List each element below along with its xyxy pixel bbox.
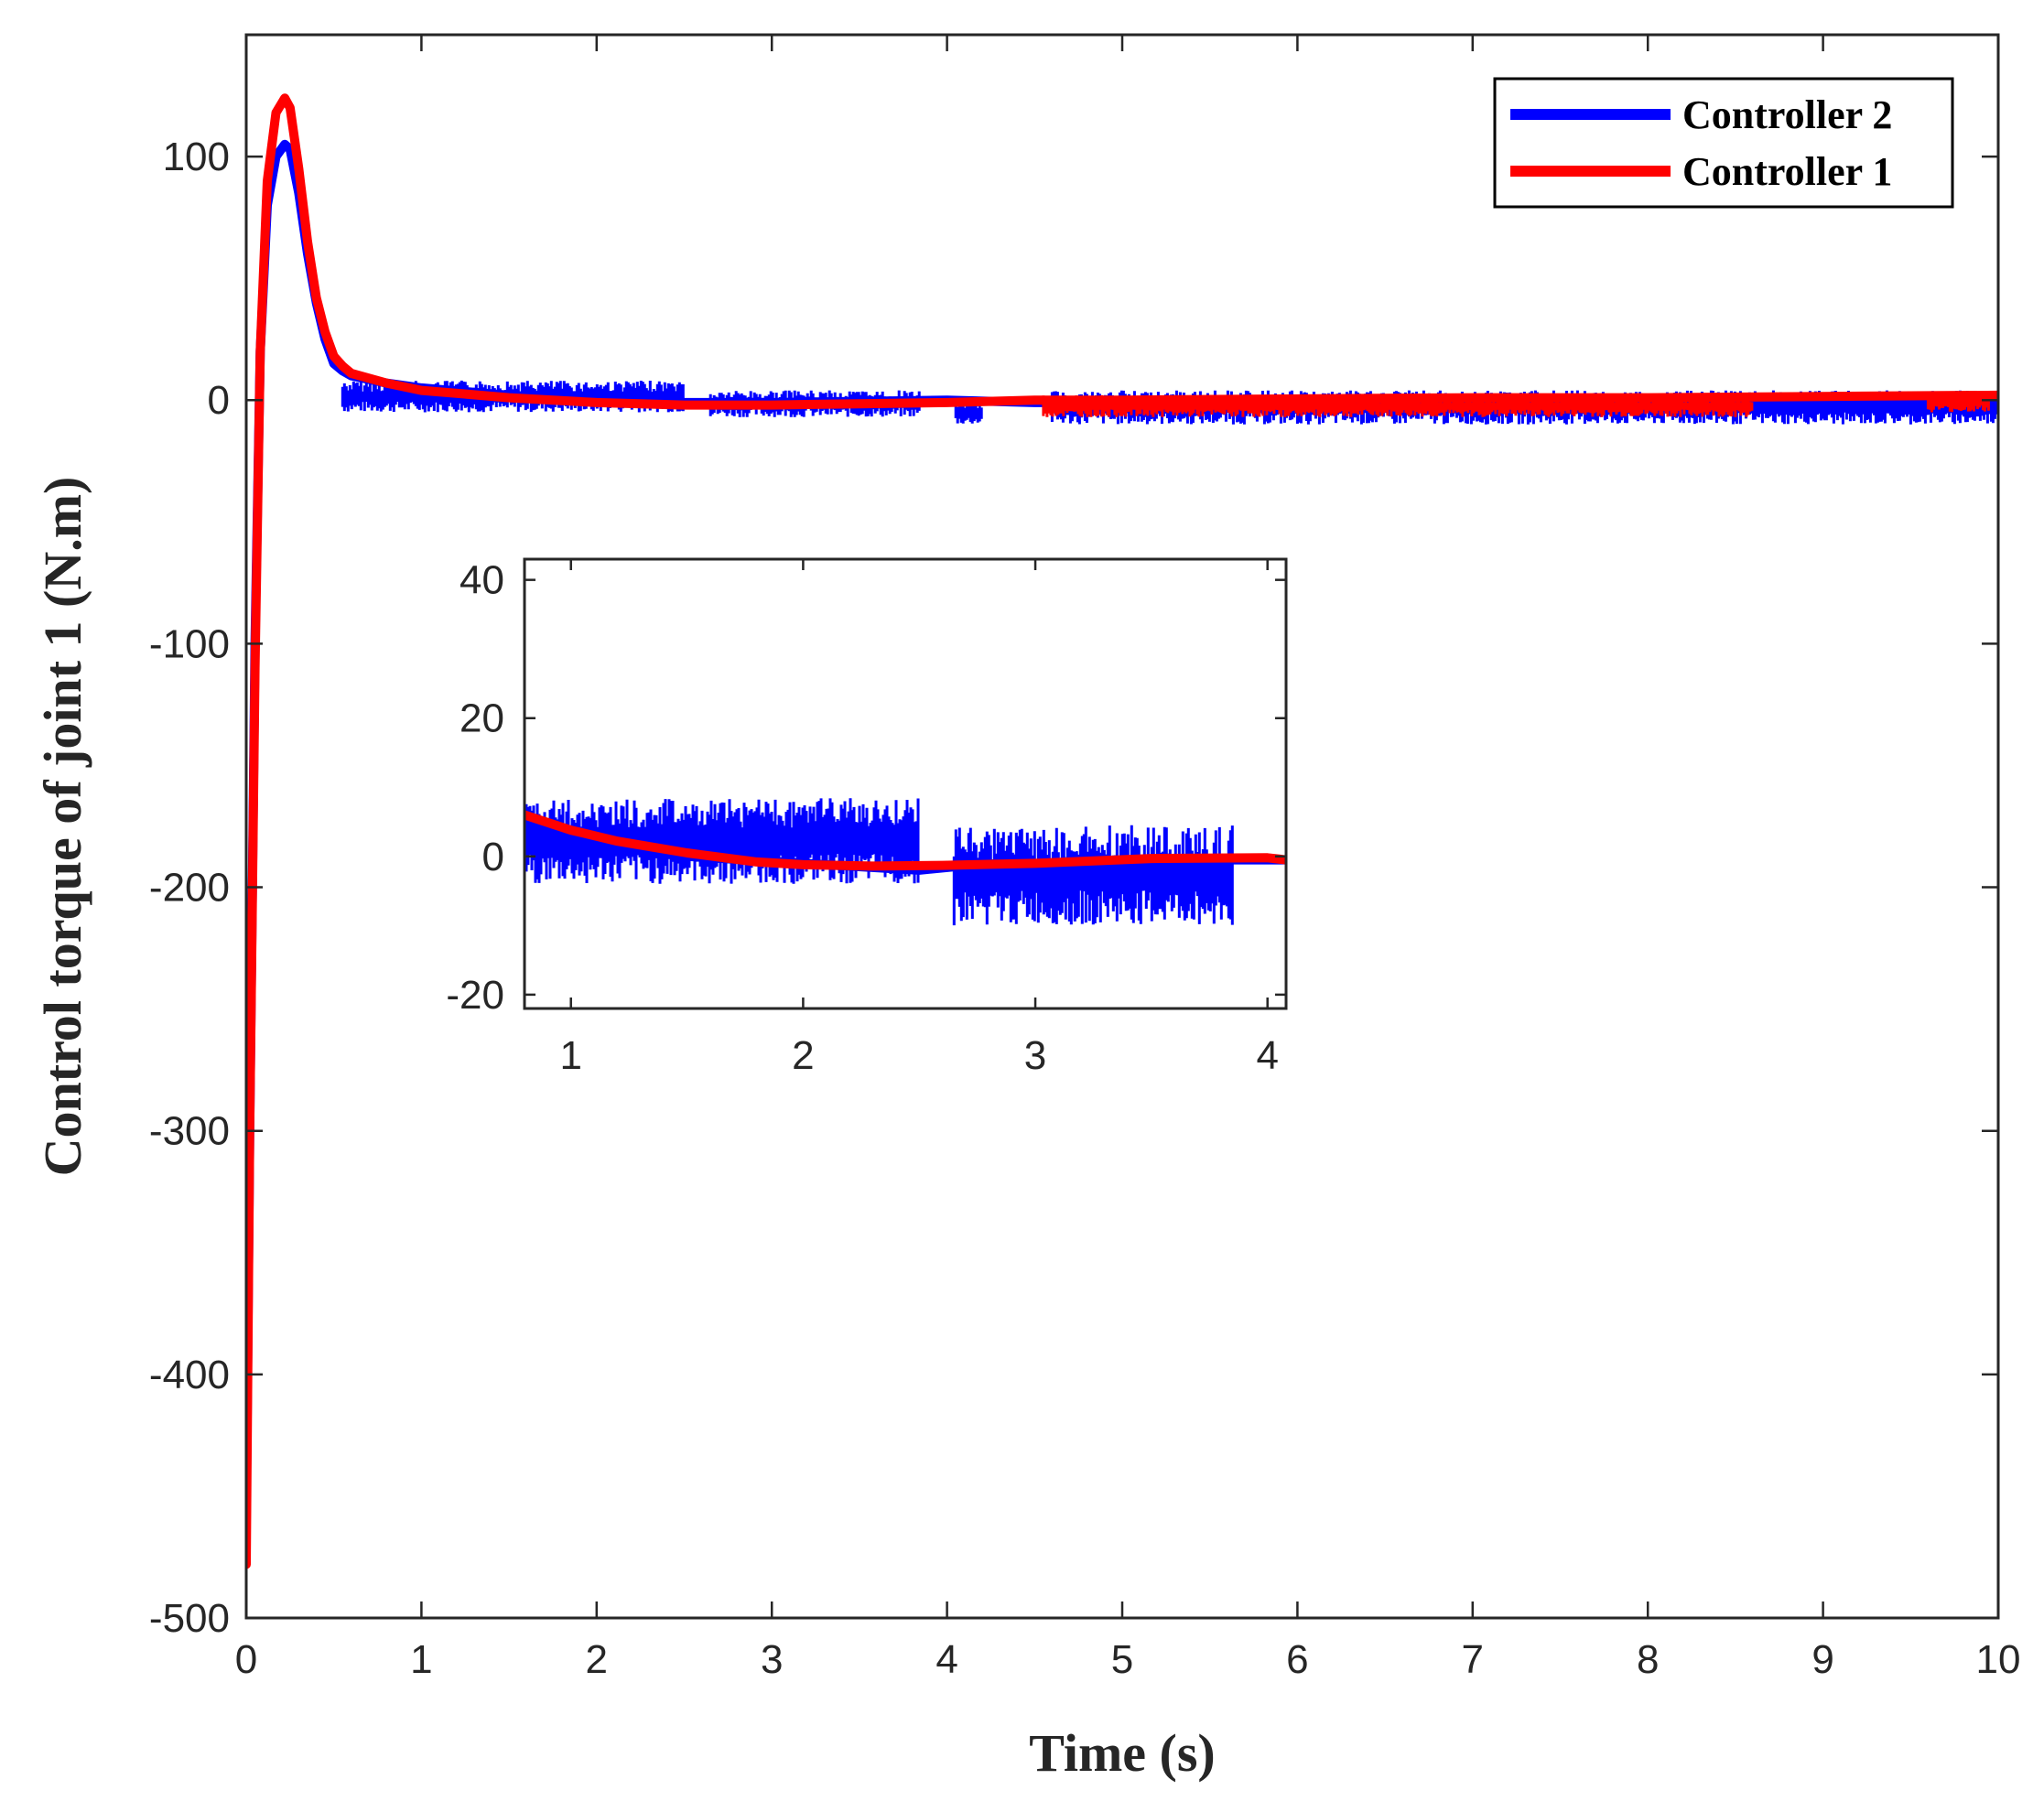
main-line-controller-1 [246,93,1998,1569]
inset-line-controller-1 [525,810,1286,871]
main-xtick-label-4: 4 [935,1637,957,1682]
main-noise-controller-1-1 [1926,393,1990,413]
main-ytick-label-0: 0 [208,378,230,423]
inset-plot-area [525,559,1286,1008]
inset-ytick-label-20: 20 [460,696,504,741]
inset-ytick-label-40: 40 [460,558,504,603]
inset-plot-frame [523,557,1288,1010]
main-xtick-label-2: 2 [586,1637,608,1682]
main-xtick-label-8: 8 [1637,1637,1659,1682]
legend-box [1493,77,1954,209]
main-ytick-label--200: -200 [149,866,230,911]
main-noise-controller-2-2 [954,400,983,424]
main-ytick-label--500: -500 [149,1596,230,1641]
main-xtick-label-0: 0 [235,1637,257,1682]
inset-xtick-label-3: 3 [1024,1033,1046,1078]
main-series-layer [246,93,1998,1569]
inset-plot: 1 2 3 4 -20 0 20 40 [446,557,1288,1078]
main-xtick-label-7: 7 [1462,1637,1484,1682]
main-noise-controller-1-0 [1042,394,1754,417]
inset-tick-layer: 1 2 3 4 -20 0 20 40 [446,558,1286,1078]
main-xtick-label-5: 5 [1111,1637,1133,1682]
main-xtick-label-6: 6 [1286,1637,1308,1682]
main-plot-frame [244,33,2000,1620]
inset-ytick-label-0: 0 [482,835,504,879]
main-xtick-label-3: 3 [761,1637,783,1682]
inset-xtick-label-2: 2 [792,1033,814,1078]
x-axis-title: Time (s) [1029,1723,1216,1783]
main-xtick-label-1: 1 [410,1637,432,1682]
inset-series-layer [525,798,1286,926]
y-axis-title: Control torque of joint 1 (N.m) [33,477,92,1177]
inset-ytick-label--20: -20 [446,973,504,1018]
inset-xtick-label-4: 4 [1256,1033,1278,1078]
legend-label-controller-2: Controller 2 [1682,92,1892,137]
legend-label-controller-1: Controller 1 [1682,149,1892,194]
main-ytick-label--100: -100 [149,621,230,666]
inset-xtick-label-1: 1 [559,1033,581,1078]
main-xtick-label-10: 10 [1976,1637,2021,1682]
main-series-group [246,93,1998,1569]
main-ytick-label--400: -400 [149,1353,230,1397]
main-ytick-label--300: -300 [149,1109,230,1154]
main-ytick-label-100: 100 [163,135,230,179]
inset-series-group [525,798,1286,926]
legend: Controller 2 Controller 1 [1493,77,1954,209]
main-xtick-label-9: 9 [1811,1637,1833,1682]
